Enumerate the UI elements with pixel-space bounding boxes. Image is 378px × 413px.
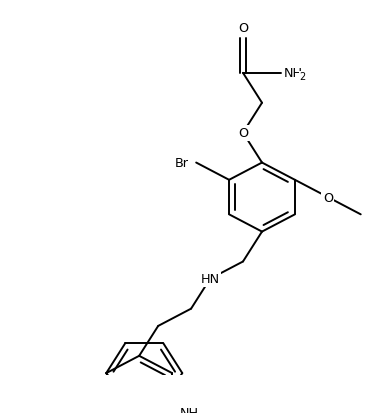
Text: O: O bbox=[238, 127, 248, 140]
Text: NH: NH bbox=[180, 406, 199, 413]
Text: NH: NH bbox=[284, 67, 303, 80]
Text: Br: Br bbox=[175, 157, 189, 170]
Text: O: O bbox=[323, 191, 333, 204]
Text: HN: HN bbox=[200, 273, 220, 285]
Text: 2: 2 bbox=[299, 72, 305, 82]
Text: O: O bbox=[238, 22, 248, 35]
